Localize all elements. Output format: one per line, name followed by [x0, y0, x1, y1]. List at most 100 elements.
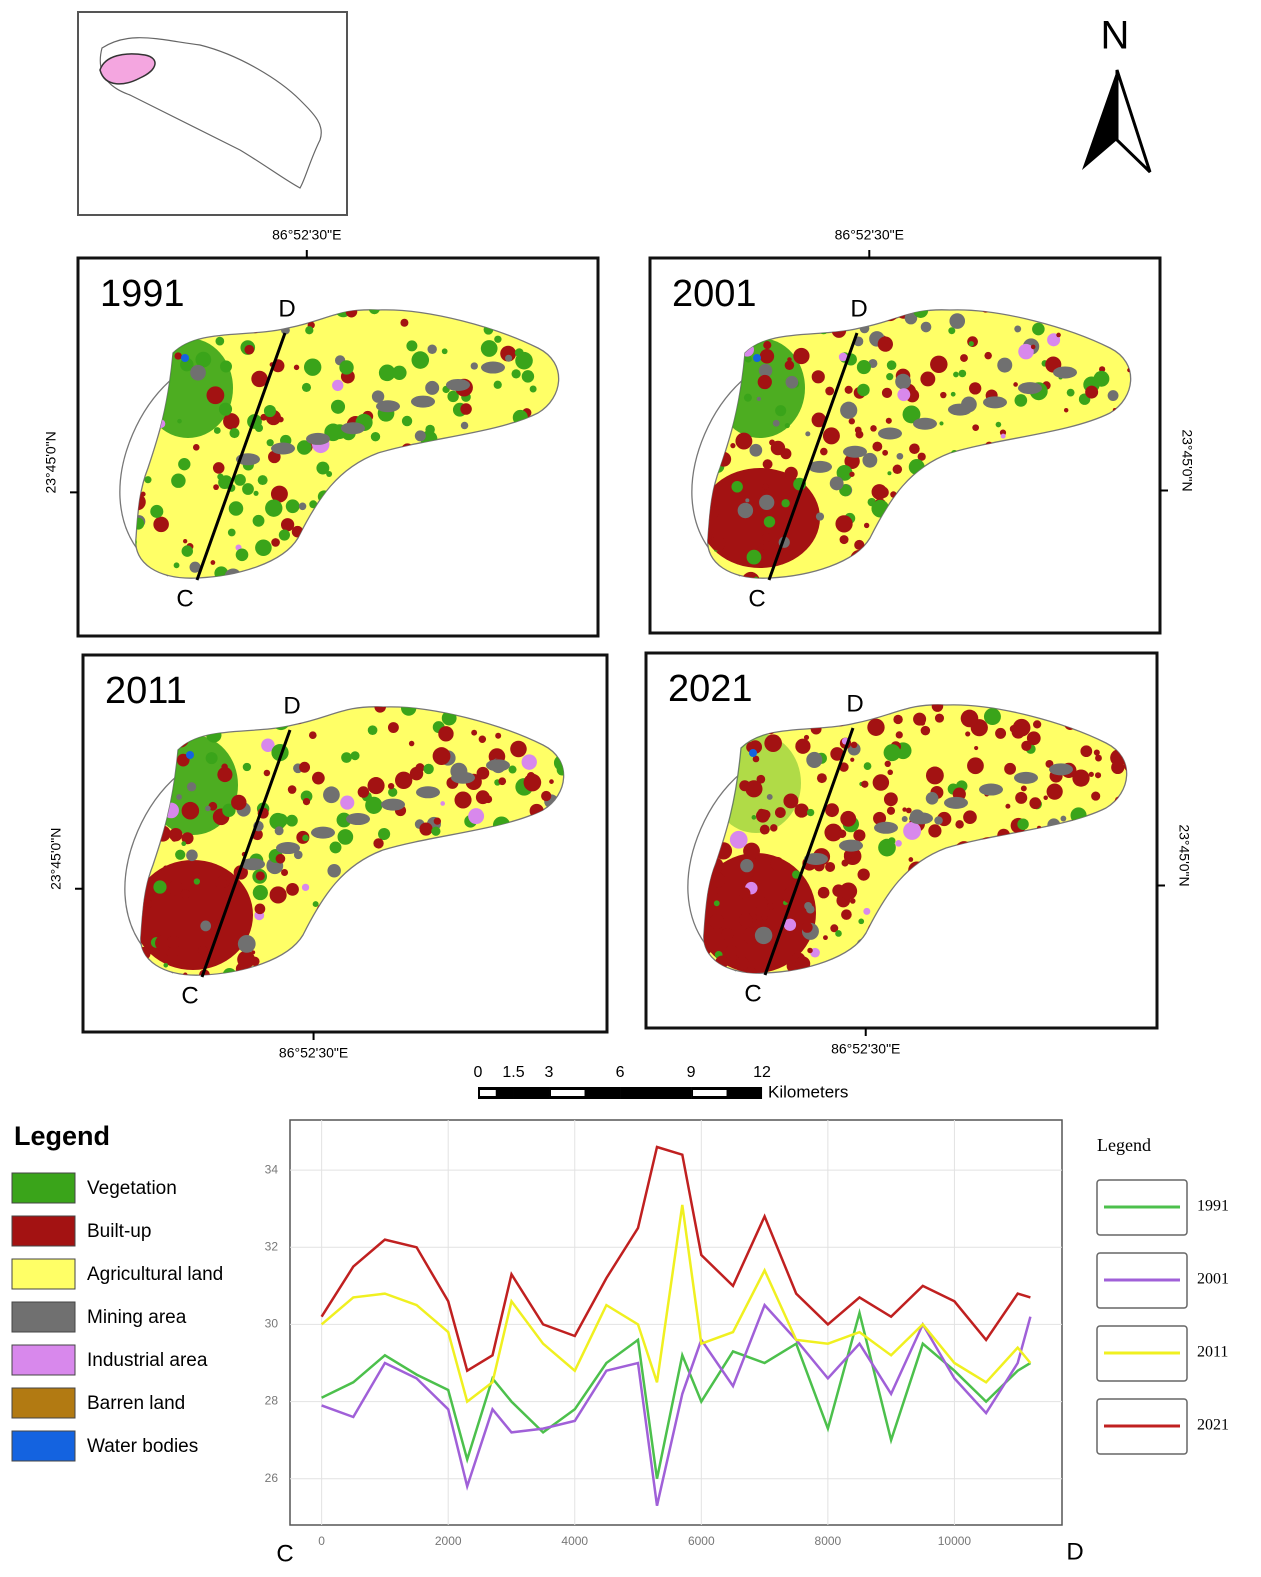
- land-cover-patch: [725, 945, 738, 958]
- land-cover-patch: [365, 796, 383, 814]
- land-cover-patch: [252, 884, 268, 901]
- land-cover-patch: [153, 516, 169, 533]
- land-cover-patch: [346, 813, 370, 826]
- land-cover-patch: [1019, 394, 1025, 400]
- profile-end: D: [278, 295, 295, 322]
- land-cover-patch: [709, 914, 725, 930]
- land-cover-patch: [302, 797, 311, 806]
- land-cover-patch: [737, 502, 754, 519]
- scale-segment: [515, 1090, 532, 1096]
- land-cover-patch: [925, 766, 944, 785]
- land-cover-patch: [400, 318, 409, 327]
- legend-label: Mining area: [87, 1307, 187, 1328]
- land-cover-patch: [454, 791, 472, 809]
- profile-line: [763, 727, 855, 976]
- legend-label: Industrial area: [87, 1350, 208, 1371]
- land-cover-patch: [392, 365, 407, 380]
- land-cover-patch: [265, 499, 283, 517]
- land-cover-patch: [309, 500, 318, 509]
- north-arrow-left: [1082, 70, 1117, 170]
- land-cover-patch: [301, 382, 312, 392]
- latitude-label: 23°45'0"N: [1179, 429, 1195, 491]
- land-cover-patch: [263, 769, 271, 777]
- land-cover-patch: [1046, 783, 1063, 800]
- land-cover-patch: [302, 834, 309, 842]
- land-cover-patch: [514, 348, 524, 358]
- scale-tick-label: 3: [545, 1064, 554, 1081]
- land-cover-patch: [721, 927, 734, 941]
- land-cover-patch: [808, 460, 832, 473]
- land-cover-patch: [270, 485, 288, 503]
- land-cover-patch: [222, 803, 236, 818]
- land-cover-patch: [468, 808, 485, 825]
- land-cover-patch: [1029, 797, 1042, 810]
- land-cover-patch: [416, 786, 440, 799]
- land-cover-patch: [881, 387, 893, 398]
- land-cover-patch: [255, 539, 272, 557]
- land-cover-patch: [870, 425, 877, 432]
- land-cover-patch: [801, 921, 813, 933]
- land-cover-patch: [754, 926, 773, 945]
- legend-label: 1991: [1197, 1198, 1229, 1215]
- land-cover-patch: [280, 518, 295, 532]
- land-cover-patch: [285, 499, 300, 514]
- land-cover-patch: [805, 431, 811, 437]
- land-cover-patch: [974, 745, 979, 751]
- land-cover-patch: [983, 396, 1007, 409]
- land-cover-patch: [902, 807, 907, 812]
- land-cover-patch: [1085, 385, 1099, 399]
- land-cover-patch: [1018, 382, 1042, 395]
- land-cover-patch: [1093, 370, 1110, 387]
- land-cover-patch: [763, 341, 772, 350]
- land-cover-patch: [242, 762, 252, 772]
- land-cover-patch: [832, 884, 845, 897]
- land-cover-patch: [739, 780, 751, 792]
- land-cover-patch: [856, 360, 871, 375]
- land-cover-patch: [237, 934, 256, 953]
- land-cover-patch: [825, 861, 836, 872]
- inset-frame: [77, 11, 348, 216]
- map-year: 2011: [105, 670, 187, 712]
- land-cover-patch: [995, 727, 1007, 739]
- land-cover-patch: [388, 787, 398, 797]
- land-cover-patch: [1091, 791, 1101, 801]
- x-tick-label: 4000: [561, 1534, 588, 1548]
- land-cover-patch: [401, 706, 417, 716]
- land-cover-patch: [920, 371, 936, 387]
- land-cover-patch: [460, 403, 472, 415]
- land-cover-patch: [713, 900, 720, 907]
- land-cover-patch: [825, 386, 835, 396]
- land-cover-patch: [171, 473, 186, 488]
- x-tick-label: 10000: [938, 1534, 972, 1548]
- land-cover-patch: [794, 803, 809, 818]
- land-cover-patch: [1015, 791, 1028, 804]
- land-cover-patch: [523, 773, 542, 792]
- land-cover-patch: [478, 735, 487, 743]
- land-cover-patch: [825, 803, 839, 818]
- land-cover-patch: [1021, 740, 1032, 751]
- land-cover-patch: [755, 896, 769, 910]
- land-cover-patch: [493, 380, 502, 389]
- land-cover-patch: [1099, 366, 1106, 373]
- legend-label: 2021: [1197, 1417, 1229, 1434]
- land-cover-patch: [932, 704, 942, 708]
- land-cover-patch: [774, 807, 786, 818]
- land-cover-patch: [406, 340, 418, 352]
- land-cover-patch: [979, 783, 1003, 796]
- land-cover-patch: [853, 829, 866, 842]
- land-cover-patch: [940, 391, 947, 399]
- land-cover-patch: [849, 471, 855, 477]
- land-cover-patch: [218, 402, 233, 416]
- land-cover-patch: [181, 354, 189, 362]
- land-cover-patch: [1049, 763, 1073, 776]
- land-cover-patch: [286, 883, 299, 896]
- land-cover-patch: [176, 753, 190, 767]
- profile-end: D: [846, 690, 863, 717]
- land-cover-patch: [312, 771, 325, 785]
- series-line: [320, 1145, 1031, 1373]
- land-cover-patch: [807, 947, 813, 954]
- land-cover-patch: [263, 405, 276, 418]
- land-cover-patch: [755, 809, 770, 823]
- land-cover-patch: [163, 865, 169, 871]
- land-cover-patch: [850, 757, 855, 762]
